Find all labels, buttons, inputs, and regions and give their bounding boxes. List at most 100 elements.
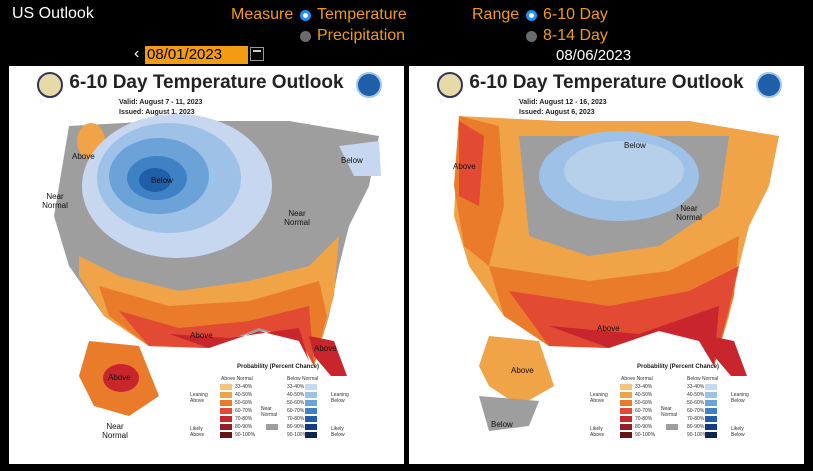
legend-below-header: Below Normal <box>687 376 719 382</box>
legend-likely-below: Likely Below <box>731 426 745 438</box>
legend-swatch-below <box>305 392 317 398</box>
legend-likely-below: Likely Below <box>331 426 345 438</box>
legend-swatch-below <box>305 400 317 406</box>
legend-range-below: 90-100% <box>287 432 308 438</box>
map-label: Below <box>341 156 363 165</box>
legend-range-below: 60-70% <box>287 408 305 414</box>
legend-swatch-above <box>220 392 232 398</box>
legend-swatch-near-normal <box>266 424 278 430</box>
map-title: 6-10 Day Temperature Outlook <box>69 72 344 93</box>
legend-swatch-above <box>620 400 632 406</box>
legend-range-below: 80-90% <box>687 424 705 430</box>
legend-swatch-above <box>220 424 232 430</box>
map-label: Above <box>597 324 620 333</box>
legend-leaning-below: Leaning Below <box>731 392 749 404</box>
legend-leaning-below: Leaning Below <box>331 392 349 404</box>
map-label: Above <box>190 331 213 340</box>
legend-range-below: 40-50% <box>287 392 305 398</box>
legend-range-above: 33-40% <box>635 384 653 390</box>
legend-above-header: Above Normal <box>221 376 253 382</box>
map-label: Above <box>72 152 95 161</box>
legend-swatch-below <box>305 416 317 422</box>
legend-near-normal: Near Normal <box>661 406 678 418</box>
legend-range-above: 90-100% <box>635 432 656 438</box>
legend-swatch-above <box>620 408 632 414</box>
measure-label: Measure <box>231 6 294 23</box>
measure-option-precipitation[interactable]: Precipitation <box>300 27 405 45</box>
legend-swatch-above <box>220 416 232 422</box>
legend-swatch-below <box>705 416 717 422</box>
legend-range-above: 80-90% <box>635 424 653 430</box>
legend-range-above: 60-70% <box>635 408 653 414</box>
valid-dates: Valid: August 12 - 16, 2023 <box>519 99 607 106</box>
map-label: Above <box>511 366 534 375</box>
legend-swatches: 33-40% 40-50% 50-60% 60-70% 70-80% 80-90% 90-1… <box>409 66 804 464</box>
legend-range-below: 90-100% <box>687 432 708 438</box>
outlook-map-right: 6-10 Day Temperature Outlook Valid: Augu… <box>409 66 804 464</box>
map-label: Below <box>491 420 513 429</box>
legend-near-normal: Near Normal <box>261 406 278 418</box>
range-label: Range <box>472 6 520 23</box>
radio-unselected-icon <box>300 30 311 42</box>
noaa-logo-icon <box>356 72 382 98</box>
legend-swatch-below <box>705 424 717 430</box>
legend-range-below: 50-60% <box>287 400 305 406</box>
radio-unselected-icon <box>526 30 537 42</box>
map-label: Above <box>453 162 476 171</box>
legend-range-above: 70-80% <box>635 416 653 422</box>
date-input[interactable]: 08/01/2023 <box>145 46 248 64</box>
legend-swatch-above <box>620 424 632 430</box>
map-label: Near Normal <box>42 192 68 210</box>
valid-dates: Valid: August 7 - 11, 2023 <box>119 99 203 106</box>
legend-range-below: 40-50% <box>687 392 705 398</box>
map-graphic <box>454 116 779 431</box>
noaa-commerce-seal-icon <box>437 72 463 98</box>
map-label: Near Normal <box>284 209 310 227</box>
legend-range-above: 70-80% <box>235 416 253 422</box>
calendar-icon[interactable] <box>250 47 264 61</box>
legend-range-above: 50-60% <box>635 400 653 406</box>
legend-range-above: 40-50% <box>235 392 253 398</box>
legend-likely-above: Likely Above <box>190 426 205 438</box>
outlook-map-left: 6-10 Day Temperature Outlook Valid: Augu… <box>9 66 404 464</box>
measure-option-label: Precipitation <box>317 27 406 44</box>
issued-date: Issued: August 6, 2023 <box>519 109 595 116</box>
legend-swatch-above <box>620 392 632 398</box>
legend-swatch-below <box>305 408 317 414</box>
legend-title: Probability (Percent Chance) <box>637 364 720 370</box>
legend-swatch-below <box>305 424 317 430</box>
legend-range-above: 60-70% <box>235 408 253 414</box>
legend-swatch-above <box>220 384 232 390</box>
map-label: Near Normal <box>676 204 702 222</box>
legend-range-above: 90-100% <box>235 432 256 438</box>
legend-swatch-above <box>220 400 232 406</box>
map-label: Near Normal <box>102 422 128 440</box>
legend-range-below: 33-40% <box>687 384 705 390</box>
legend-swatch-above <box>620 384 632 390</box>
map-label: Below <box>624 141 646 150</box>
legend-range-below: 60-70% <box>687 408 705 414</box>
noaa-commerce-seal-icon <box>37 72 63 98</box>
range-option-8-14-day[interactable]: 8-14 Day <box>526 27 608 45</box>
map-label: Above <box>108 373 131 382</box>
noaa-logo-icon <box>756 72 782 98</box>
legend-swatch-below <box>705 432 717 438</box>
legend-swatch-near-normal <box>666 424 678 430</box>
legend-range-below: 80-90% <box>287 424 305 430</box>
legend-range-below: 70-80% <box>287 416 305 422</box>
measure-option-label: Temperature <box>317 6 407 23</box>
legend-swatch-above <box>620 432 632 438</box>
range-option-label: 8-14 Day <box>543 27 608 44</box>
legend-range-below: 70-80% <box>687 416 705 422</box>
legend-range-below: 33-40% <box>287 384 305 390</box>
legend-range-above: 50-60% <box>235 400 253 406</box>
issued-date: Issued: August 1, 2023 <box>119 109 195 116</box>
range-option-6-10-day[interactable]: 6-10 Day <box>526 6 608 24</box>
measure-option-temperature[interactable]: Temperature <box>300 6 407 24</box>
legend-swatch-below <box>705 400 717 406</box>
legend-leaning-above: Leaning Above <box>190 392 208 404</box>
legend-swatch-below <box>705 392 717 398</box>
map-label: Below <box>151 176 173 185</box>
legend-swatch-above <box>220 408 232 414</box>
chevron-left-icon[interactable]: ‹ <box>134 45 140 62</box>
